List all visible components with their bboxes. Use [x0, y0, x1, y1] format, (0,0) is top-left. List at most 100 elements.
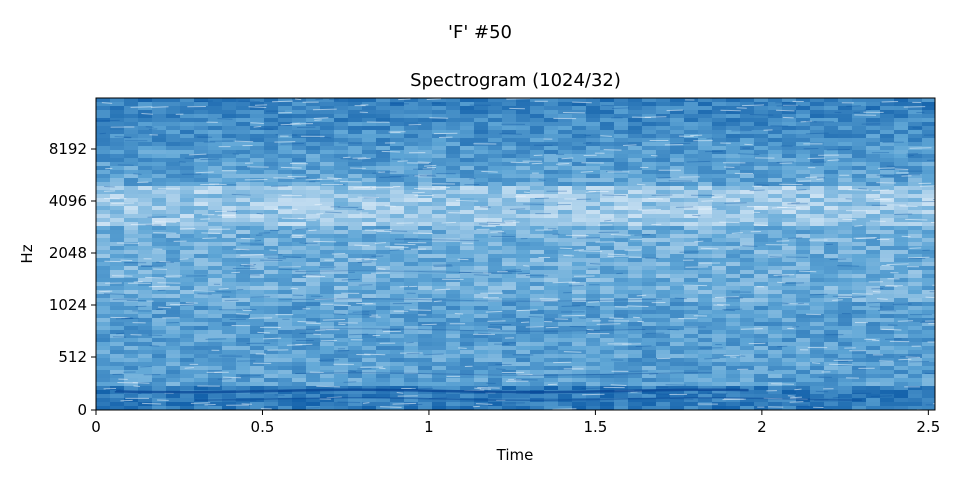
- heatmap-cell: [656, 106, 671, 111]
- heatmap-cell: [922, 398, 935, 403]
- heatmap-cell: [390, 330, 405, 335]
- heatmap-cell: [642, 366, 657, 371]
- heatmap-cell: [908, 398, 923, 403]
- heatmap-cell: [404, 342, 419, 347]
- heatmap-cell: [922, 98, 935, 103]
- heatmap-cell: [768, 346, 783, 351]
- heatmap-cell: [250, 166, 265, 171]
- heatmap-cell: [530, 366, 545, 371]
- heatmap-cell: [222, 222, 237, 227]
- heatmap-cell: [922, 382, 935, 387]
- heatmap-cell: [894, 186, 909, 191]
- heatmap-cell: [516, 166, 531, 171]
- heatmap-cell: [418, 122, 433, 127]
- heatmap-cell: [586, 150, 601, 155]
- heatmap-cell: [432, 286, 447, 291]
- heatmap-cell: [502, 350, 517, 355]
- heatmap-cell: [838, 230, 853, 235]
- heatmap-cell: [572, 322, 587, 327]
- heatmap-cell: [852, 206, 867, 211]
- heatmap-cell: [838, 370, 853, 375]
- heatmap-cell: [194, 298, 209, 303]
- heatmap-cell: [740, 194, 755, 199]
- heatmap-cell: [824, 214, 839, 219]
- heatmap-cell: [586, 266, 601, 271]
- heatmap-cell: [404, 350, 419, 355]
- heatmap-cell: [488, 318, 503, 323]
- heatmap-cell: [250, 310, 265, 315]
- heatmap-cell: [866, 362, 881, 367]
- heatmap-streak: [894, 213, 913, 216]
- heatmap-cell: [166, 326, 181, 331]
- heatmap-cell: [810, 250, 825, 255]
- heatmap-cell: [222, 150, 237, 155]
- heatmap-cell: [586, 194, 601, 199]
- heatmap-cell: [516, 294, 531, 299]
- heatmap-cell: [726, 114, 741, 119]
- heatmap-streak: [189, 153, 207, 156]
- heatmap-cell: [810, 282, 825, 287]
- heatmap-cell: [572, 254, 587, 259]
- heatmap-cell: [600, 130, 615, 135]
- heatmap-cell: [460, 98, 475, 103]
- heatmap-cell: [824, 386, 839, 391]
- heatmap-cell: [796, 342, 811, 347]
- heatmap-cell: [642, 262, 657, 267]
- heatmap-cell: [236, 238, 251, 243]
- heatmap-cell: [544, 342, 559, 347]
- heatmap-cell: [656, 310, 671, 315]
- heatmap-cell: [432, 330, 447, 335]
- heatmap-cell: [558, 154, 573, 159]
- heatmap-cell: [712, 98, 727, 103]
- heatmap-cell: [880, 338, 895, 343]
- heatmap-cell: [600, 210, 615, 215]
- heatmap-cell: [586, 338, 601, 343]
- heatmap-cell: [362, 314, 377, 319]
- heatmap-cell: [110, 266, 125, 271]
- heatmap-cell: [488, 190, 503, 195]
- heatmap-cell: [222, 358, 237, 363]
- heatmap-cell: [166, 370, 181, 375]
- heatmap-cell: [880, 374, 895, 379]
- heatmap-cell: [432, 118, 447, 123]
- heatmap-cell: [166, 214, 181, 219]
- heatmap-cell: [222, 238, 237, 243]
- heatmap-cell: [320, 226, 335, 231]
- heatmap-cell: [362, 238, 377, 243]
- heatmap-cell: [852, 302, 867, 307]
- heatmap-cell: [376, 378, 391, 383]
- heatmap-cell: [390, 194, 405, 199]
- heatmap-cell: [908, 122, 923, 127]
- heatmap-cell: [754, 218, 769, 223]
- heatmap-cell: [516, 358, 531, 363]
- heatmap-cell: [152, 322, 167, 327]
- heatmap-cell: [166, 154, 181, 159]
- heatmap-cell: [250, 370, 265, 375]
- heatmap-cell: [166, 382, 181, 387]
- heatmap-cell: [558, 274, 573, 279]
- heatmap-cell: [600, 174, 615, 179]
- heatmap-cell: [628, 374, 643, 379]
- heatmap-cell: [236, 178, 251, 183]
- heatmap-cell: [810, 190, 825, 195]
- heatmap-cell: [250, 358, 265, 363]
- heatmap-cell: [348, 290, 363, 295]
- heatmap-cell: [922, 270, 935, 275]
- heatmap-cell: [278, 190, 293, 195]
- heatmap-cell: [390, 210, 405, 215]
- heatmap-cell: [376, 238, 391, 243]
- heatmap-cell: [684, 322, 699, 327]
- heatmap-cell: [320, 354, 335, 359]
- heatmap-cell: [726, 358, 741, 363]
- heatmap-cell: [516, 130, 531, 135]
- heatmap-cell: [110, 102, 125, 107]
- heatmap-cell: [278, 146, 293, 151]
- heatmap-cell: [698, 102, 713, 107]
- heatmap-cell: [222, 182, 237, 187]
- heatmap-cell: [488, 178, 503, 183]
- heatmap-cell: [880, 390, 895, 395]
- heatmap-cell: [628, 262, 643, 267]
- heatmap-cell: [628, 190, 643, 195]
- heatmap-cell: [894, 210, 909, 215]
- heatmap-cell: [754, 222, 769, 227]
